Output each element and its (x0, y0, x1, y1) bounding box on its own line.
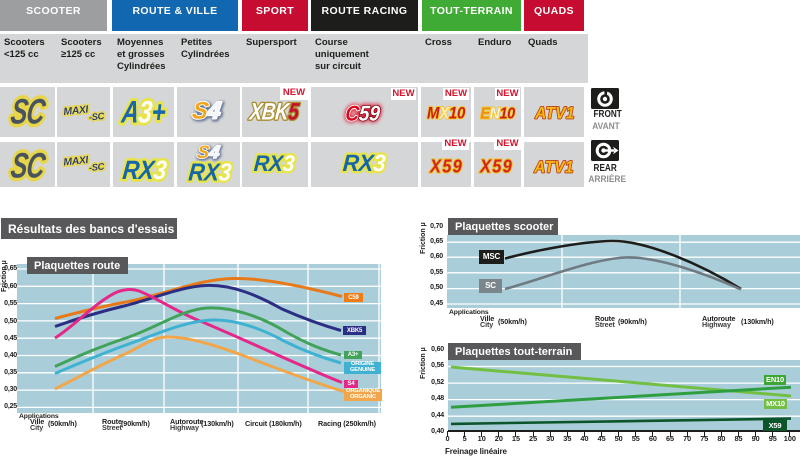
svg-text:-SC: -SC (88, 161, 105, 174)
svg-text:ATV1: ATV1 (534, 104, 575, 123)
svg-text:X59: X59 (429, 156, 463, 177)
svg-text:S4: S4 (192, 99, 224, 126)
svg-text:S4: S4 (191, 97, 223, 124)
svg-text:C59: C59 (344, 103, 381, 126)
svg-text:-SC: -SC (88, 111, 105, 124)
svg-text:RX3: RX3 (187, 160, 232, 187)
svg-text:MAXI: MAXI (63, 103, 90, 118)
svg-text:-SC: -SC (88, 161, 105, 174)
svg-text:MAXI: MAXI (63, 103, 90, 118)
svg-text:RX3: RX3 (121, 156, 168, 186)
svg-text:SC: SC (9, 145, 49, 185)
svg-text:MAXI: MAXI (63, 154, 90, 169)
svg-text:MAXI: MAXI (63, 154, 90, 169)
svg-text:RX3: RX3 (253, 151, 296, 177)
svg-text:MX10: MX10 (427, 105, 466, 123)
svg-text:EN10: EN10 (480, 105, 515, 123)
svg-text:RX3: RX3 (342, 150, 387, 177)
svg-text:S4: S4 (196, 142, 222, 162)
svg-text:XBK5: XBK5 (248, 97, 301, 125)
svg-text:S4: S4 (197, 143, 223, 163)
svg-text:C59: C59 (344, 103, 381, 126)
svg-text:ATV1: ATV1 (533, 158, 574, 177)
svg-text:-SC: -SC (88, 111, 105, 124)
svg-text:A3+: A3+ (119, 95, 167, 130)
svg-text:X59: X59 (479, 156, 513, 177)
svg-text:SC: SC (9, 91, 49, 131)
